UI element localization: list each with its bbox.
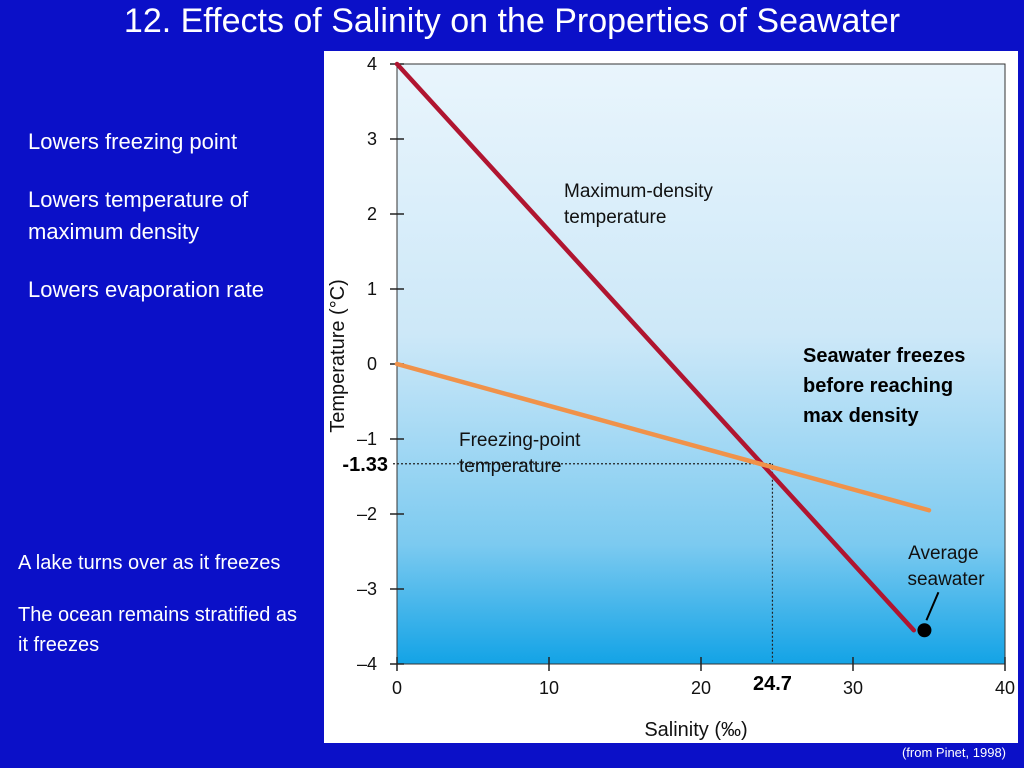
note-lake-turnover: A lake turns over as it freezes: [18, 552, 281, 574]
point-marks: [917, 591, 940, 638]
y-tick-label: –4: [357, 654, 377, 674]
intersection-x-label: 24.7: [753, 673, 792, 695]
x-tick-label: 40: [995, 678, 1015, 698]
y-tick-label: –2: [357, 504, 377, 524]
x-axis-title: Salinity (‰): [644, 719, 747, 741]
chart-panel: 4 3 2 1 0 –1 –2 –3 –4 0 10 20 30 40 Temperature (°C)…: [324, 51, 1018, 743]
max-density-label: Maximum-density temperature: [564, 181, 718, 228]
freezing-callout: Seawater freezes before reaching max den…: [803, 345, 971, 427]
y-tick-label: –1: [357, 429, 377, 449]
slide-title: 12. Effects of Salinity on the Propertie…: [123, 2, 901, 40]
freezing-point-label-line2: temperature: [459, 456, 561, 477]
average-seawater-point: [917, 623, 932, 638]
bullet-evaporation: Lowers evaporation rate: [28, 277, 265, 302]
y-tick-label: 1: [367, 279, 377, 299]
max-density-label-line1: Maximum-density: [564, 181, 713, 202]
max-density-label-line2: temperature: [564, 207, 666, 228]
average-seawater-label-line1: Average: [908, 543, 978, 564]
y-tick-label: 2: [367, 204, 377, 224]
y-axis-ticks: 4 3 2 1 0 –1 –2 –3 –4: [357, 54, 404, 674]
x-tick-label: 20: [691, 678, 711, 698]
note-ocean-stratified: The ocean remains stratified as it freez…: [18, 604, 298, 656]
callout-line3: max density: [803, 405, 919, 427]
x-tick-label: 0: [392, 678, 402, 698]
intersection-y-label: -1.33: [342, 454, 388, 476]
x-tick-label: 30: [843, 678, 863, 698]
freezing-point-line: [394, 361, 932, 513]
average-seawater-label-line2: seawater: [907, 569, 985, 590]
bullet-freezing-point: Lowers freezing point: [28, 129, 238, 154]
plot-area: [396, 63, 1006, 665]
callout-line1: Seawater freezes: [803, 345, 965, 367]
effects-list: Lowers freezing point Lowers temperature…: [28, 126, 318, 332]
y-tick-label: –3: [357, 579, 377, 599]
callout-line2: before reaching: [803, 375, 953, 397]
bullet-max-density: Lowers temperature of maximum density: [28, 187, 249, 244]
freezing-point-label: Freezing-point temperature: [459, 430, 586, 477]
series-lines: [394, 61, 932, 633]
y-tick-label: 3: [367, 129, 377, 149]
average-seawater-label: Average seawater: [907, 543, 985, 590]
x-axis-ticks: 0 10 20 30 40: [392, 657, 1015, 698]
y-tick-label: 4: [367, 54, 377, 74]
max-density-line: [394, 61, 917, 633]
source-credit: (from Pinet, 1998): [901, 745, 1006, 760]
average-seawater-pointer: [925, 591, 940, 621]
intersection-guides: [393, 463, 774, 664]
y-tick-label: 0: [367, 354, 377, 374]
y-axis-title: Temperature (°C): [327, 279, 349, 433]
notes-list: A lake turns over as it freezes The ocea…: [18, 548, 308, 682]
freezing-point-label-line1: Freezing-point: [459, 430, 581, 451]
x-tick-label: 10: [539, 678, 559, 698]
